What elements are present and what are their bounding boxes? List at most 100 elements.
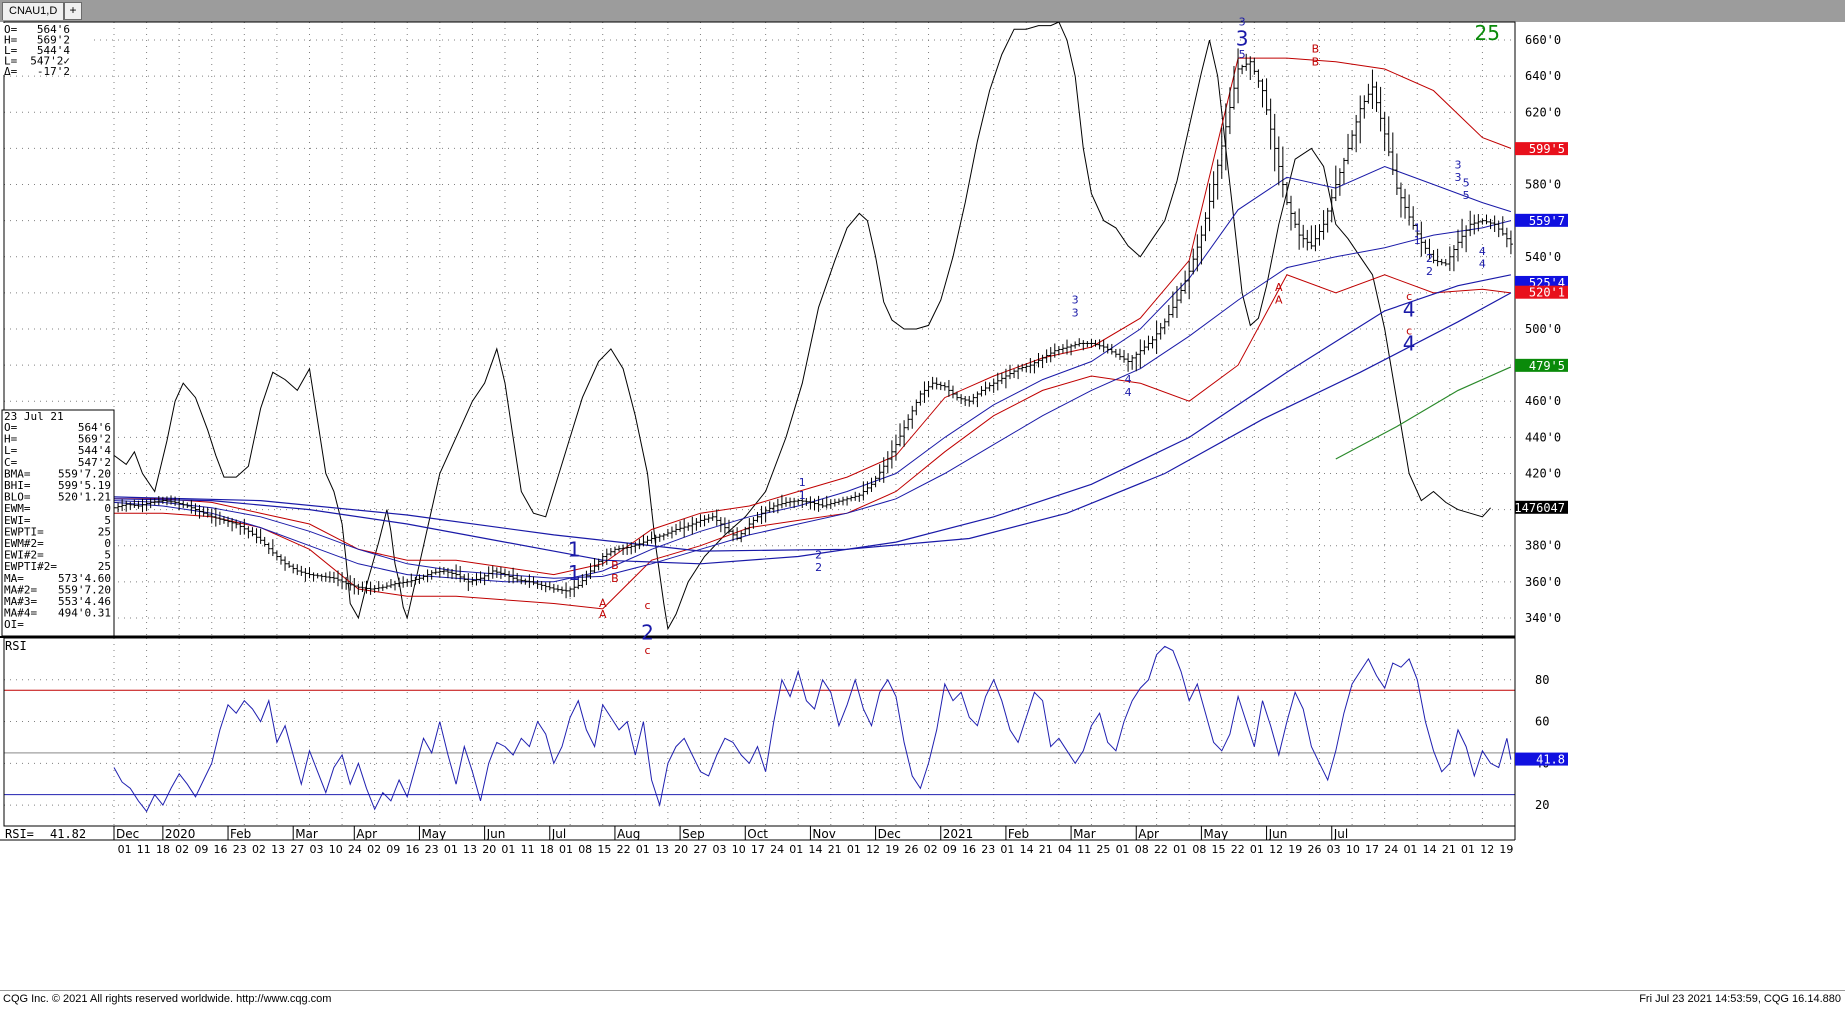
price-bar bbox=[1435, 248, 1440, 267]
price-bar bbox=[898, 423, 903, 447]
price-bar bbox=[1069, 343, 1074, 356]
price-bar bbox=[914, 399, 919, 416]
price-bar bbox=[726, 519, 731, 534]
price-bar bbox=[938, 381, 943, 391]
price-bar bbox=[1016, 364, 1021, 380]
info-key: BMA= bbox=[4, 467, 31, 480]
wave-label: 3 bbox=[1072, 306, 1079, 319]
day-tick-label: 19 bbox=[1499, 843, 1513, 856]
month-label: Sep bbox=[682, 827, 705, 841]
quote-value: 547'2✓ bbox=[30, 55, 70, 68]
price-bar bbox=[1423, 239, 1428, 254]
price-badge-bg bbox=[1515, 142, 1568, 156]
price-bar bbox=[735, 527, 740, 541]
price-bar bbox=[1223, 103, 1228, 171]
price-bar bbox=[201, 506, 206, 517]
info-key: EWI= bbox=[4, 514, 31, 527]
day-tick-label: 10 bbox=[329, 843, 343, 856]
price-bar bbox=[413, 576, 418, 585]
price-bar bbox=[132, 499, 137, 508]
price-bar bbox=[714, 509, 719, 526]
day-tick-label: 24 bbox=[348, 843, 362, 856]
price-bar bbox=[360, 581, 365, 592]
day-tick-label: 12 bbox=[1480, 843, 1494, 856]
price-bar bbox=[335, 570, 340, 587]
day-tick-label: 13 bbox=[463, 843, 477, 856]
price-badge-text: 559'7 bbox=[1529, 214, 1565, 228]
wave-label: c bbox=[644, 644, 650, 657]
quote-key: Δ= bbox=[4, 65, 18, 78]
rsi-label: RSI bbox=[5, 639, 27, 653]
price-bar bbox=[1077, 338, 1082, 347]
price-bar bbox=[1337, 168, 1342, 196]
day-tick-label: 22 bbox=[1154, 843, 1168, 856]
price-bar bbox=[523, 578, 528, 585]
price-bar bbox=[1301, 224, 1306, 248]
price-bar bbox=[1386, 116, 1391, 157]
price-bar bbox=[979, 386, 984, 397]
price-bar bbox=[1028, 357, 1033, 374]
price-bar bbox=[812, 498, 817, 511]
price-bar bbox=[266, 542, 271, 554]
wave-label: 4 bbox=[1125, 386, 1132, 399]
price-bar bbox=[1297, 208, 1302, 250]
day-tick-label: 26 bbox=[904, 843, 918, 856]
price-bar bbox=[649, 531, 654, 544]
info-key: EWI#2= bbox=[4, 549, 44, 562]
moving-average-4 bbox=[113, 292, 1512, 552]
wave-label: 2 bbox=[1426, 252, 1433, 265]
price-bar bbox=[1081, 340, 1086, 351]
month-label: Aug bbox=[617, 827, 640, 841]
price-bar bbox=[388, 579, 393, 589]
price-bar bbox=[429, 570, 434, 580]
price-bar bbox=[205, 507, 210, 518]
price-bar bbox=[1191, 248, 1196, 275]
price-bar bbox=[1138, 339, 1143, 369]
price-bar bbox=[417, 574, 422, 584]
price-bar bbox=[1117, 348, 1122, 361]
tab-cnau1[interactable]: CNAU1,D bbox=[2, 2, 65, 20]
price-bar bbox=[270, 539, 275, 557]
price-bar bbox=[120, 499, 125, 512]
price-bar bbox=[1174, 286, 1179, 319]
price-bar bbox=[849, 495, 854, 502]
info-key: BHI= bbox=[4, 479, 31, 492]
price-bar bbox=[1260, 78, 1265, 108]
day-tick-label: 01 bbox=[1000, 843, 1014, 856]
price-bar bbox=[234, 519, 239, 529]
price-bar bbox=[156, 495, 161, 506]
price-bar bbox=[885, 451, 890, 474]
price-bar bbox=[775, 498, 780, 514]
info-key: BLO= bbox=[4, 491, 31, 504]
price-badge-text: 599'5 bbox=[1529, 142, 1565, 156]
price-bar bbox=[1468, 210, 1473, 237]
price-bar bbox=[1464, 225, 1469, 253]
price-bar bbox=[486, 566, 491, 581]
info-value: 25 bbox=[98, 525, 111, 538]
price-bar bbox=[1403, 188, 1408, 219]
info-key: L= bbox=[4, 444, 18, 457]
rsi-badge-text: 41.8 bbox=[1536, 753, 1565, 767]
day-tick-label: 01 bbox=[636, 843, 650, 856]
price-badge: 559'7 bbox=[1515, 213, 1568, 228]
wave-label: 1 bbox=[568, 561, 581, 585]
info-box-bg bbox=[1, 409, 115, 637]
price-bar bbox=[181, 500, 186, 509]
price-bar bbox=[1484, 214, 1489, 225]
price-bar bbox=[1134, 351, 1139, 372]
month-label: 2021 bbox=[943, 827, 974, 841]
price-bar bbox=[323, 572, 328, 582]
price-bar bbox=[1313, 225, 1318, 252]
price-bar bbox=[1240, 64, 1245, 75]
add-tab-button[interactable]: + bbox=[64, 2, 82, 20]
moving-average-1 bbox=[113, 165, 1512, 583]
quote-value: 564'6 bbox=[37, 23, 70, 36]
price-bar bbox=[955, 391, 960, 401]
price-bar bbox=[197, 504, 202, 519]
price-bar bbox=[1504, 227, 1509, 248]
price-bar bbox=[1101, 339, 1106, 353]
price-bar bbox=[1419, 221, 1424, 257]
day-tick-label: 09 bbox=[386, 843, 400, 856]
price-bar bbox=[490, 565, 495, 579]
